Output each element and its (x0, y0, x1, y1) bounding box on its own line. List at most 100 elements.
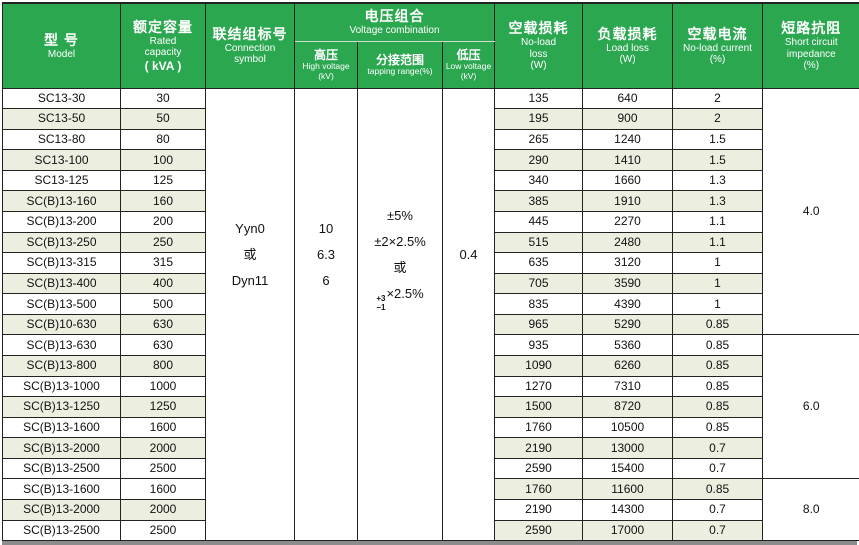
header-tapping-range-zh: 分接范围 (375, 52, 424, 67)
model-cell: SC(B)13-630 (2, 334, 121, 357)
no-load-loss-cell: 1500 (494, 396, 583, 418)
no-load-current-cell: 1 (672, 252, 763, 274)
load-loss-cell: 640 (582, 87, 673, 110)
no-load-loss-cell: 2590 (494, 457, 583, 480)
low-voltage-cell: 0.4 (442, 87, 495, 542)
header-model-zh: 型 号 (44, 31, 79, 48)
load-loss-cell: 3120 (582, 252, 673, 274)
no-load-loss-cell: 1090 (494, 355, 583, 377)
header-capacity-en1: Rated (149, 35, 177, 47)
header-high-voltage-zh: 高压 (313, 48, 338, 62)
load-loss-cell: 1910 (582, 190, 673, 212)
no-load-current-cell: 0.85 (672, 313, 763, 336)
no-load-current-cell: 0.7 (672, 457, 763, 480)
header-capacity-en2: capacity (144, 47, 182, 59)
no-load-current-cell: 1.1 (672, 231, 763, 254)
capacity-cell: 800 (120, 355, 206, 377)
model-cell: SC(B)13-400 (2, 272, 121, 295)
no-load-current-cell: 0.7 (672, 519, 763, 542)
connection-line: Yyn0 (235, 221, 265, 237)
table-row: SC(B)13-160 160 385 1910 1.3 (2, 190, 859, 212)
no-load-loss-cell: 2190 (494, 499, 583, 521)
model-cell: SC(B)13-1600 (2, 416, 121, 439)
header-no-load-loss-unit: (W) (530, 60, 547, 71)
load-loss-cell: 15400 (582, 457, 673, 480)
no-load-current-cell: 1.5 (672, 128, 763, 151)
high-voltage-line: 6 (322, 273, 330, 289)
connection-line: Dyn11 (231, 273, 269, 289)
connection-line: 或 (243, 247, 257, 263)
capacity-cell: 400 (120, 272, 206, 295)
model-cell: SC(B)13-2500 (2, 519, 121, 542)
model-cell: SC(B)13-1600 (2, 478, 121, 501)
capacity-cell: 315 (120, 252, 206, 274)
header-high-voltage-unit: (kV) (318, 70, 334, 81)
table-row: SC(B)10-630 630 965 5290 0.85 (2, 313, 859, 336)
model-cell: SC13-125 (2, 169, 121, 192)
capacity-cell: 500 (120, 293, 206, 315)
header-capacity-unit: ( kVA ) (144, 58, 182, 73)
table-row: SC(B)13-800 800 1090 6260 0.85 (2, 355, 859, 377)
no-load-current-cell: 0.85 (672, 355, 763, 377)
capacity-cell: 630 (120, 334, 206, 357)
table-row: SC(B)13-2000 2000 2190 14300 0.7 (2, 499, 859, 521)
table-row: SC13-50 50 195 900 2 (2, 108, 859, 130)
no-load-loss-cell: 2190 (494, 437, 583, 459)
header-tapping-range: 分接范围 tapping range(%) (357, 40, 443, 89)
no-load-loss-cell: 265 (494, 128, 583, 151)
table-row: SC(B)13-2500 2500 2590 15400 0.7 (2, 457, 859, 480)
capacity-cell: 630 (120, 313, 206, 336)
capacity-cell: 2500 (120, 457, 206, 480)
header-high-voltage: 高压 High voltage (kV) (294, 40, 358, 89)
table-bottom-border (2, 541, 857, 545)
header-no-load-loss-en1: No-load (520, 37, 557, 48)
no-load-current-cell: 1.1 (672, 210, 763, 233)
no-load-loss-cell: 1760 (494, 478, 583, 501)
no-load-current-cell: 0.85 (672, 478, 763, 501)
no-load-current-cell: 2 (672, 87, 763, 110)
table-row: SC(B)13-1600 1600 1760 11600 0.85 8.0 (2, 478, 859, 542)
capacity-cell: 30 (120, 87, 206, 110)
capacity-cell: 1000 (120, 375, 206, 398)
header-load-loss-unit: (W) (619, 54, 636, 66)
header-impedance: 短路抗阻 Short circuit impedance (%) (762, 2, 859, 89)
no-load-current-cell: 1.3 (672, 190, 763, 212)
load-loss-cell: 11600 (582, 478, 673, 501)
table-row: SC(B)13-1600 1600 1760 10500 0.85 (2, 416, 859, 439)
impedance-cell: 4.0 (762, 87, 859, 336)
table-row: SC(B)13-400 400 705 3590 1 (2, 272, 859, 295)
no-load-loss-cell: 445 (494, 210, 583, 233)
no-load-current-cell: 1.5 (672, 149, 763, 171)
no-load-loss-cell: 935 (494, 334, 583, 357)
tapping-fraction-top: +3 (376, 294, 386, 304)
header-load-loss: 负载损耗 Load loss (W) (582, 2, 673, 89)
load-loss-cell: 5360 (582, 334, 673, 357)
load-loss-cell: 2480 (582, 231, 673, 254)
table-row: SC(B)13-630 630 935 5360 0.85 6.0 (2, 334, 859, 480)
header-low-voltage-unit: (kV) (460, 70, 477, 81)
load-loss-cell: 1240 (582, 128, 673, 151)
load-loss-cell: 1660 (582, 169, 673, 192)
no-load-current-cell: 0.85 (672, 416, 763, 439)
no-load-current-cell: 0.85 (672, 396, 763, 418)
no-load-current-cell: 1 (672, 293, 763, 315)
model-cell: SC(B)13-250 (2, 231, 121, 254)
table-row: SC(B)13-315 315 635 3120 1 (2, 252, 859, 274)
table-header: 型 号 Model 额定容量 Rated capacity ( kVA ) 联结… (2, 2, 859, 89)
tapping-line-fraction: +3 −1 ×2.5% (359, 281, 442, 311)
header-capacity-zh: 额定容量 (133, 18, 193, 35)
no-load-loss-cell: 195 (494, 108, 583, 130)
load-loss-cell: 900 (582, 108, 673, 130)
load-loss-cell: 4390 (582, 293, 673, 315)
table-row: SC(B)13-2000 2000 2190 13000 0.7 (2, 437, 859, 459)
model-cell: SC(B)13-800 (2, 355, 121, 377)
no-load-loss-cell: 340 (494, 169, 583, 192)
load-loss-cell: 13000 (582, 437, 673, 459)
tapping-fraction: +3 −1 (376, 294, 386, 312)
table-body: SC13-30 30 Yyn0 或 Dyn11 10 6.3 6 ±5% ±2×2.5% 或 +3 −1… (2, 87, 859, 542)
load-loss-cell: 2270 (582, 210, 673, 233)
header-voltage-en: Voltage combination (349, 25, 440, 36)
model-cell: SC(B)13-2000 (2, 437, 121, 459)
